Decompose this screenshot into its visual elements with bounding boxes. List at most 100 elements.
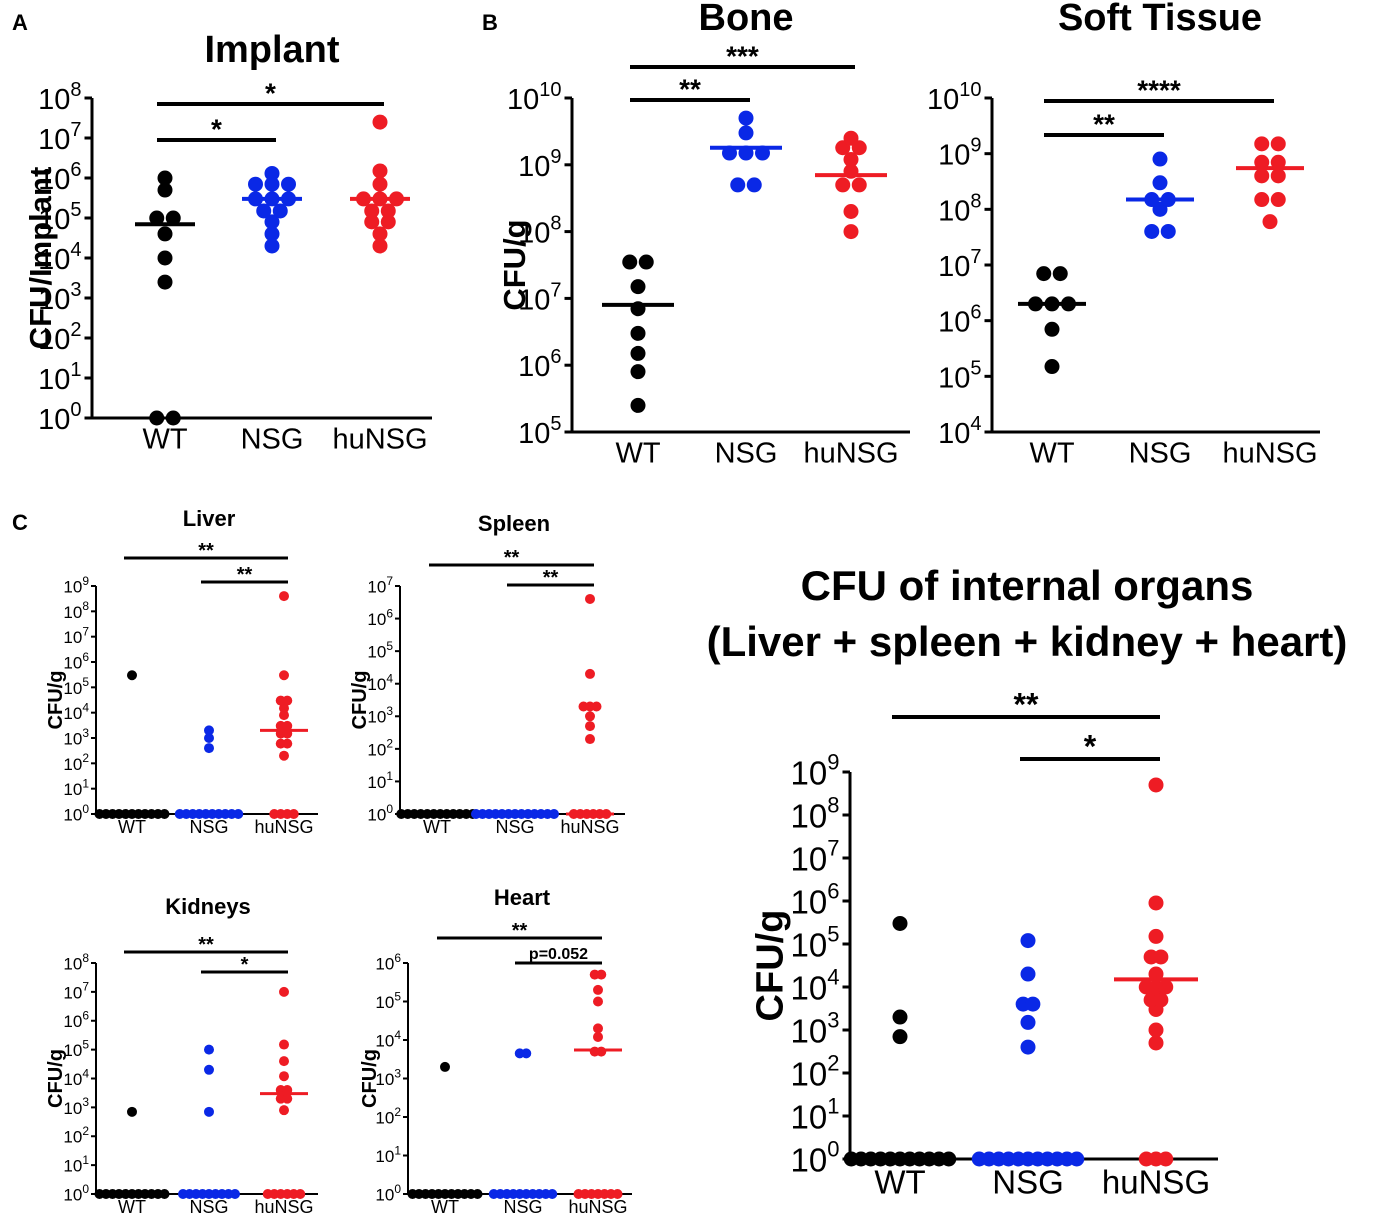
implant-category-huNSG: huNSG bbox=[332, 423, 427, 455]
internal-ytick-label: 106 bbox=[791, 879, 840, 921]
kidneys-point-huNSG bbox=[295, 1189, 306, 1199]
internal-point-huNSG bbox=[1148, 1035, 1164, 1051]
implant-ylabel: CFU/Implant bbox=[23, 167, 58, 350]
spleen-point-huNSG bbox=[585, 668, 595, 679]
kidneys-ytick-label: 102 bbox=[63, 1124, 89, 1147]
heart-category-WT: WT bbox=[431, 1197, 459, 1217]
kidneys-ytick-label: 100 bbox=[63, 1182, 89, 1205]
bone-point-huNSG bbox=[843, 152, 859, 168]
spleen-title: Spleen bbox=[478, 511, 550, 536]
implant-point-NSG bbox=[272, 203, 288, 219]
liver-point-NSG bbox=[204, 743, 214, 754]
bone-category-NSG: NSG bbox=[715, 437, 778, 469]
kidneys-ytick-label: 108 bbox=[63, 951, 89, 974]
soft_tissue-point-NSG bbox=[1152, 201, 1168, 217]
kidneys-ytick-label: 101 bbox=[63, 1153, 89, 1176]
spleen-point-huNSG bbox=[591, 701, 602, 712]
soft_tissue-point-huNSG bbox=[1270, 154, 1286, 170]
heart-point-huNSG bbox=[596, 1046, 607, 1057]
internal-point-huNSG bbox=[1158, 1151, 1174, 1167]
soft_tissue-ytick-label: 104 bbox=[938, 413, 981, 450]
kidneys-category-WT: WT bbox=[118, 1197, 146, 1217]
spleen-sig-label: ** bbox=[543, 567, 559, 589]
bone-point-huNSG bbox=[843, 224, 859, 240]
heart-ytick-label: 100 bbox=[375, 1182, 401, 1205]
internal-ylabel: CFU/g bbox=[749, 910, 791, 1022]
soft_tissue-category-NSG: NSG bbox=[1129, 437, 1192, 469]
internal-point-WT bbox=[892, 915, 908, 931]
bone-ylabel: CFU/g bbox=[497, 219, 532, 310]
internal-title: CFU of internal organs bbox=[801, 562, 1254, 609]
heart-ytick-label: 102 bbox=[375, 1105, 401, 1128]
kidneys-ytick-label: 103 bbox=[63, 1095, 89, 1118]
soft_tissue-point-WT bbox=[1044, 359, 1060, 375]
liver-ytick-label: 101 bbox=[63, 776, 89, 799]
liver-ytick-label: 104 bbox=[63, 700, 89, 723]
kidneys-point-NSG bbox=[204, 1044, 214, 1055]
spleen-category-huNSG: huNSG bbox=[560, 817, 619, 837]
internal-ytick-label: 101 bbox=[791, 1094, 840, 1136]
implant-category-NSG: NSG bbox=[241, 423, 304, 455]
bone-title: Bone bbox=[699, 0, 794, 39]
bone-point-WT bbox=[622, 254, 638, 270]
internal-point-NSG bbox=[1020, 1039, 1036, 1055]
implant-point-huNSG bbox=[372, 226, 388, 242]
implant-point-NSG bbox=[264, 214, 280, 230]
implant-point-huNSG bbox=[380, 214, 396, 230]
internal-point-WT bbox=[941, 1151, 957, 1167]
bone-point-huNSG bbox=[851, 177, 867, 193]
internal-point-huNSG bbox=[1158, 979, 1174, 995]
internal-sig-label: * bbox=[1084, 728, 1097, 764]
internal-point-NSG bbox=[1069, 1151, 1085, 1167]
liver-ytick-label: 102 bbox=[63, 751, 89, 774]
heart-ytick-label: 106 bbox=[375, 951, 401, 974]
heart-point-huNSG bbox=[593, 1023, 603, 1034]
heart-ytick-label: 103 bbox=[375, 1066, 401, 1089]
soft_tissue-point-WT bbox=[1036, 266, 1052, 282]
soft_tissue-sig-label: ** bbox=[1093, 109, 1115, 140]
bone-category-huNSG: huNSG bbox=[803, 437, 898, 469]
internal-ytick-label: 107 bbox=[791, 836, 840, 878]
spleen-point-huNSG bbox=[585, 711, 595, 722]
liver-point-WT bbox=[127, 670, 137, 681]
implant-point-huNSG bbox=[372, 238, 388, 254]
implant-point-NSG bbox=[248, 176, 263, 192]
bone-chart: Bone CFU/g 105 106 107 108 109 1010 WT NSG huNSG **… bbox=[497, 0, 910, 469]
heart-ylabel: CFU/g bbox=[359, 1049, 381, 1108]
implant-point-WT bbox=[149, 210, 165, 226]
kidneys-point-huNSG bbox=[279, 986, 289, 997]
soft_tissue-category-WT: WT bbox=[1029, 437, 1074, 469]
internal-ytick-label: 108 bbox=[791, 793, 840, 835]
soft_tissue-ytick-label: 1010 bbox=[927, 79, 982, 116]
bone-ytick-label: 108 bbox=[518, 213, 561, 250]
heart-point-WT bbox=[472, 1189, 483, 1199]
internal-point-huNSG bbox=[1148, 1022, 1164, 1038]
bone-category-WT: WT bbox=[615, 437, 660, 469]
internal-point-NSG bbox=[1020, 1014, 1036, 1030]
implant-point-WT bbox=[157, 274, 173, 290]
implant-title: Implant bbox=[204, 29, 339, 71]
liver-sig-label: ** bbox=[237, 564, 253, 586]
implant-point-WT bbox=[157, 170, 173, 186]
spleen-point-huNSG bbox=[585, 721, 595, 732]
liver-point-NSG bbox=[204, 733, 214, 743]
liver-ytick-label: 105 bbox=[63, 675, 89, 698]
spleen-category-NSG: NSG bbox=[495, 817, 534, 837]
spleen-ytick-label: 101 bbox=[367, 769, 393, 792]
soft_tissue-ytick-label: 106 bbox=[938, 302, 981, 339]
kidneys-point-huNSG bbox=[279, 1105, 289, 1116]
kidneys-category-huNSG: huNSG bbox=[254, 1197, 313, 1217]
soft_tissue-title: Soft Tissue bbox=[1058, 0, 1262, 39]
kidneys-ytick-label: 107 bbox=[63, 980, 89, 1003]
bone-sig-label: *** bbox=[726, 41, 759, 72]
bone-ytick-label: 105 bbox=[518, 413, 561, 450]
heart-sig-label: ** bbox=[512, 920, 528, 942]
implant-sig-label: * bbox=[211, 114, 222, 145]
bone-ytick-label: 106 bbox=[518, 346, 561, 383]
liver-point-huNSG bbox=[282, 720, 293, 731]
implant-point-huNSG bbox=[372, 114, 388, 130]
spleen-category-WT: WT bbox=[423, 817, 451, 837]
kidneys-sig-label: * bbox=[241, 954, 249, 976]
kidneys-category-NSG: NSG bbox=[189, 1197, 228, 1217]
